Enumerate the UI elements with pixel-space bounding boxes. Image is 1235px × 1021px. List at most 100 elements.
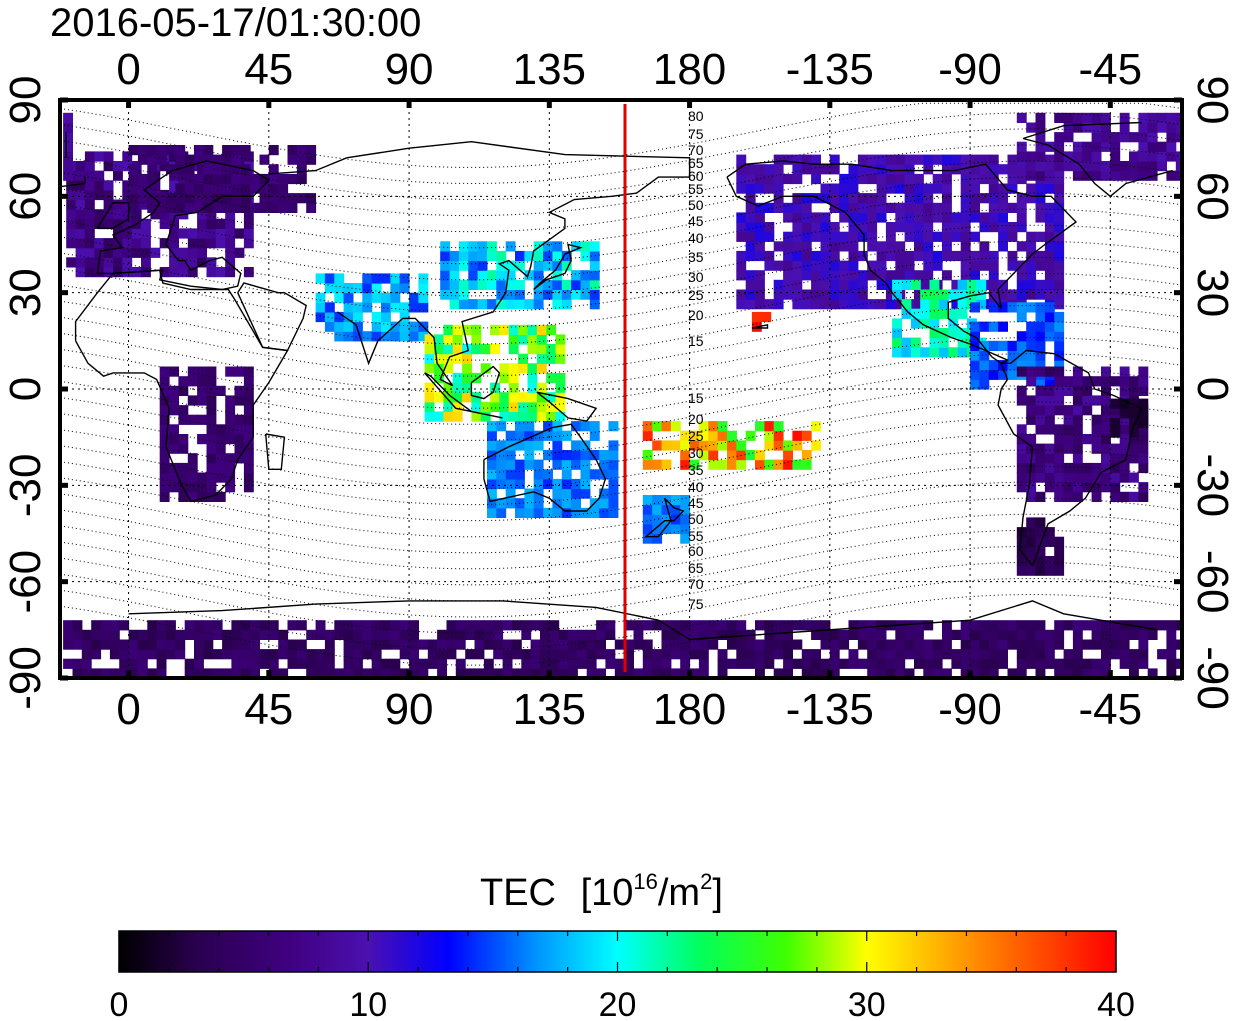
tec-cell	[1054, 443, 1065, 454]
contour-label: 30	[688, 269, 704, 285]
tec-cell	[1035, 331, 1046, 342]
colorbar-tick-labels: 0 10 20 30 40	[110, 986, 1135, 1021]
tec-cell	[440, 279, 451, 290]
tec-cell	[137, 649, 148, 660]
tec-cell	[231, 154, 242, 165]
tec-cell	[1054, 260, 1065, 271]
tec-cell	[1026, 161, 1037, 172]
tec-cell	[970, 321, 980, 332]
tec-cell	[94, 170, 105, 181]
tec-cell	[970, 658, 980, 669]
tec-cell	[1044, 260, 1055, 271]
tec-cell	[1110, 462, 1121, 474]
tec-cell	[1016, 164, 1027, 175]
tec-cell	[334, 668, 345, 678]
tec-cell	[1054, 193, 1065, 204]
tec-cell	[1091, 424, 1102, 435]
tec-cell	[231, 183, 242, 194]
tec-cell	[755, 270, 765, 281]
tec-cell	[306, 668, 317, 678]
tec-cell	[381, 331, 391, 342]
tec-cell	[783, 154, 793, 165]
tec-cell	[434, 411, 444, 422]
tec-cell	[215, 218, 226, 229]
tec-cell	[458, 250, 469, 262]
tec-cell	[773, 289, 784, 300]
tec-cell	[1026, 395, 1037, 406]
tec-cell	[1044, 250, 1055, 262]
tec-cell	[904, 222, 915, 233]
tec-cell	[122, 151, 133, 162]
tec-cell	[1110, 620, 1121, 631]
tec-cell	[518, 353, 528, 364]
tec-cell	[66, 257, 77, 268]
lat-label-right: -60	[1188, 550, 1235, 614]
tec-cell	[259, 193, 270, 204]
tec-cell	[434, 334, 444, 345]
tec-cell	[343, 649, 354, 660]
tec-cell	[736, 629, 747, 640]
tec-cell	[839, 193, 850, 204]
tec-cell	[1007, 629, 1018, 640]
tec-cell	[923, 649, 934, 660]
tec-cell	[1035, 517, 1046, 528]
tec-cell	[1026, 350, 1037, 361]
tec-cell	[206, 443, 217, 454]
tec-cell	[1026, 491, 1037, 502]
tec-cell	[998, 231, 1008, 242]
contour-label: 40	[688, 230, 704, 246]
tec-cell	[885, 649, 896, 660]
tec-cell	[409, 302, 419, 313]
tec-cell	[306, 154, 317, 165]
tec-cell	[960, 154, 971, 165]
tec-cell	[1054, 212, 1065, 223]
tec-cell	[914, 270, 924, 281]
tec-cell	[72, 620, 83, 631]
colorbar-tick-label: 10	[349, 986, 387, 1021]
tec-cell	[1147, 112, 1158, 123]
tec-cell	[234, 443, 245, 454]
tec-cell	[773, 629, 784, 640]
tec-cell	[278, 202, 289, 213]
tec-cell	[268, 193, 279, 204]
tec-cell	[1054, 424, 1065, 435]
tec-cell	[1119, 491, 1130, 502]
tec-cell	[113, 238, 123, 249]
tec-cell	[923, 154, 934, 165]
tec-cell	[362, 283, 373, 294]
tec-cell	[867, 620, 878, 631]
tec-cell	[231, 668, 242, 678]
tec-cell	[1091, 132, 1102, 143]
tec-cell	[867, 629, 878, 640]
tec-cell	[773, 668, 784, 678]
tec-cell	[462, 382, 472, 393]
tec-cell	[1035, 132, 1046, 143]
lon-label-bottom: 90	[385, 685, 434, 734]
tec-cell	[1110, 151, 1121, 162]
tec-cell	[399, 283, 410, 294]
tec-cell	[137, 668, 148, 678]
tec-cell	[487, 440, 497, 451]
lon-label-top: -90	[938, 45, 1002, 94]
tec-cell	[113, 199, 123, 210]
tec-cell	[1072, 424, 1083, 435]
tec-cell	[970, 183, 980, 194]
tec-cell	[876, 250, 887, 262]
tec-cell	[745, 212, 756, 223]
tec-cell	[215, 434, 226, 445]
tec-cell	[670, 504, 681, 515]
tec-cell	[1110, 170, 1121, 181]
tec-cell	[434, 363, 444, 374]
tec-cell	[418, 283, 429, 294]
tec-cell	[680, 668, 691, 678]
tec-cell	[876, 620, 887, 631]
tec-cell	[399, 331, 410, 342]
tec-cell	[552, 289, 563, 300]
tec-cell	[1072, 376, 1083, 387]
tec-cell	[1026, 340, 1037, 351]
tec-cell	[187, 247, 198, 258]
tec-cell	[904, 173, 915, 185]
tec-cell	[399, 629, 410, 640]
tec-cell	[783, 212, 793, 223]
tec-cell	[605, 649, 616, 660]
